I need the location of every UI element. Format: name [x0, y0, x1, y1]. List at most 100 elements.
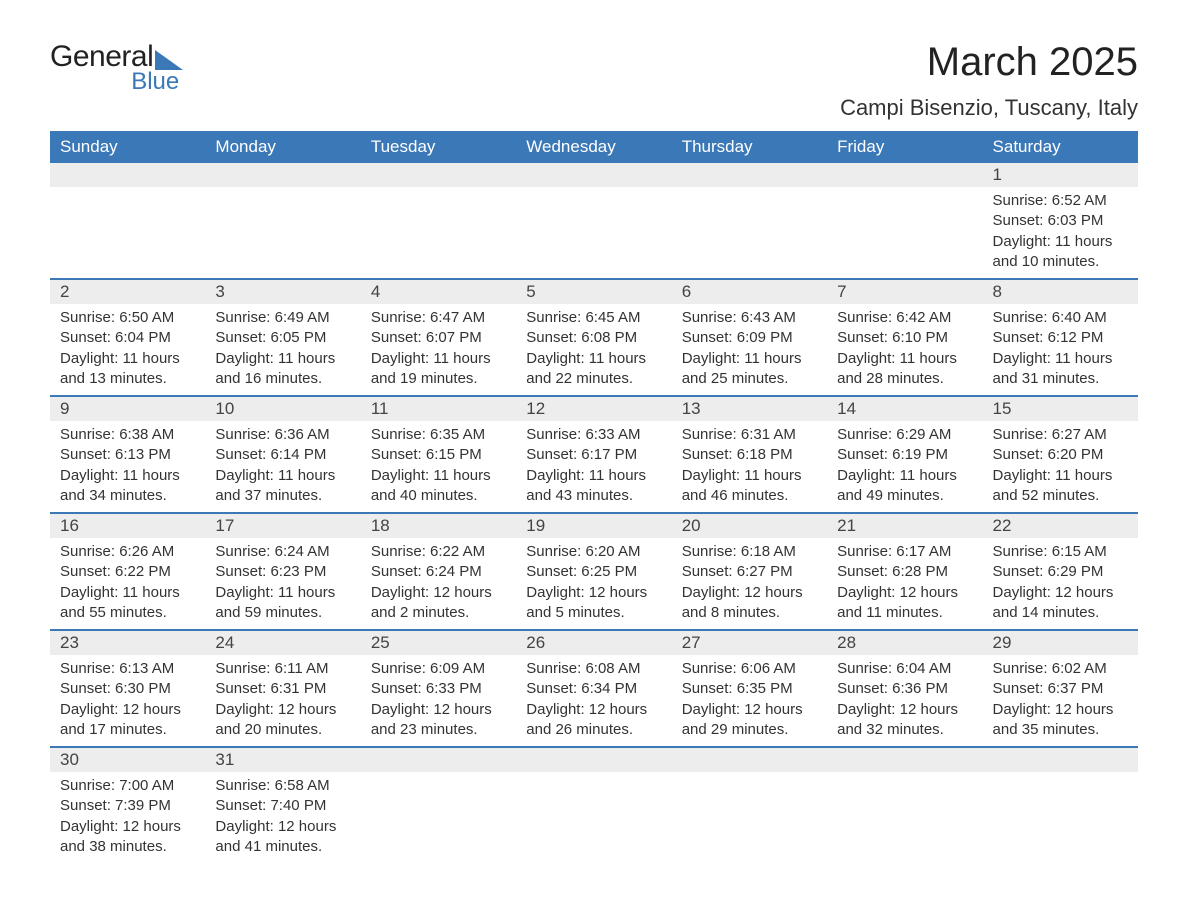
day-ss: Sunset: 6:19 PM	[837, 445, 972, 465]
day-sr: Sunrise: 6:06 AM	[682, 659, 817, 679]
day-sr: Sunrise: 6:33 AM	[526, 425, 661, 445]
day-d2: and 41 minutes.	[215, 837, 350, 857]
day-d1: Daylight: 11 hours	[837, 466, 972, 486]
day-number-cell: 27	[672, 630, 827, 655]
dayname-header: Monday	[205, 131, 360, 163]
day-d2: and 43 minutes.	[526, 486, 661, 506]
day-ss: Sunset: 6:04 PM	[60, 328, 195, 348]
day-number-cell: 17	[205, 513, 360, 538]
day-number-cell: 13	[672, 396, 827, 421]
day-detail-cell	[672, 187, 827, 279]
day-d1: Daylight: 11 hours	[215, 466, 350, 486]
day-number-cell: 29	[983, 630, 1138, 655]
day-d2: and 23 minutes.	[371, 720, 506, 740]
day-d1: Daylight: 11 hours	[60, 466, 195, 486]
day-detail-cell: Sunrise: 6:24 AMSunset: 6:23 PMDaylight:…	[205, 538, 360, 630]
day-detail-cell	[827, 772, 982, 863]
day-ss: Sunset: 6:22 PM	[60, 562, 195, 582]
day-sr: Sunrise: 7:00 AM	[60, 776, 195, 796]
day-detail-cell: Sunrise: 6:11 AMSunset: 6:31 PMDaylight:…	[205, 655, 360, 747]
dayname-header: Saturday	[983, 131, 1138, 163]
day-number-cell: 24	[205, 630, 360, 655]
day-detail-cell: Sunrise: 6:40 AMSunset: 6:12 PMDaylight:…	[983, 304, 1138, 396]
day-d2: and 25 minutes.	[682, 369, 817, 389]
day-number-cell	[361, 747, 516, 772]
day-d2: and 46 minutes.	[682, 486, 817, 506]
day-sr: Sunrise: 6:58 AM	[215, 776, 350, 796]
day-number-cell: 15	[983, 396, 1138, 421]
day-detail-cell: Sunrise: 6:47 AMSunset: 6:07 PMDaylight:…	[361, 304, 516, 396]
day-d1: Daylight: 12 hours	[526, 700, 661, 720]
day-number-cell	[983, 747, 1138, 772]
day-detail-cell	[50, 187, 205, 279]
day-ss: Sunset: 6:35 PM	[682, 679, 817, 699]
day-sr: Sunrise: 6:40 AM	[993, 308, 1128, 328]
day-detail-cell	[516, 772, 671, 863]
day-ss: Sunset: 6:10 PM	[837, 328, 972, 348]
day-d1: Daylight: 11 hours	[215, 583, 350, 603]
day-number-cell	[827, 163, 982, 187]
day-d2: and 59 minutes.	[215, 603, 350, 623]
day-d1: Daylight: 12 hours	[526, 583, 661, 603]
logo-triangle-icon	[155, 50, 183, 70]
day-number-cell: 16	[50, 513, 205, 538]
day-detail-cell: Sunrise: 6:31 AMSunset: 6:18 PMDaylight:…	[672, 421, 827, 513]
day-number-cell: 4	[361, 279, 516, 304]
day-detail-cell: Sunrise: 6:17 AMSunset: 6:28 PMDaylight:…	[827, 538, 982, 630]
day-d1: Daylight: 12 hours	[215, 700, 350, 720]
day-d1: Daylight: 12 hours	[682, 583, 817, 603]
day-number-cell: 2	[50, 279, 205, 304]
dayname-header: Thursday	[672, 131, 827, 163]
day-ss: Sunset: 7:39 PM	[60, 796, 195, 816]
day-d1: Daylight: 11 hours	[371, 349, 506, 369]
calendar-table: SundayMondayTuesdayWednesdayThursdayFrid…	[50, 131, 1138, 863]
day-sr: Sunrise: 6:52 AM	[993, 191, 1128, 211]
day-number-cell	[516, 747, 671, 772]
dayname-header: Sunday	[50, 131, 205, 163]
day-d1: Daylight: 11 hours	[993, 466, 1128, 486]
week-detail-row: Sunrise: 6:50 AMSunset: 6:04 PMDaylight:…	[50, 304, 1138, 396]
day-detail-cell	[827, 187, 982, 279]
day-sr: Sunrise: 6:02 AM	[993, 659, 1128, 679]
logo: General Blue	[50, 40, 183, 96]
day-number-cell: 11	[361, 396, 516, 421]
day-detail-cell: Sunrise: 6:27 AMSunset: 6:20 PMDaylight:…	[983, 421, 1138, 513]
day-d2: and 49 minutes.	[837, 486, 972, 506]
week-daynum-row: 9101112131415	[50, 396, 1138, 421]
day-detail-cell: Sunrise: 6:43 AMSunset: 6:09 PMDaylight:…	[672, 304, 827, 396]
week-daynum-row: 3031	[50, 747, 1138, 772]
day-d1: Daylight: 11 hours	[993, 349, 1128, 369]
day-d2: and 35 minutes.	[993, 720, 1128, 740]
day-d2: and 34 minutes.	[60, 486, 195, 506]
day-ss: Sunset: 6:12 PM	[993, 328, 1128, 348]
day-ss: Sunset: 6:03 PM	[993, 211, 1128, 231]
day-number-cell: 26	[516, 630, 671, 655]
day-detail-cell: Sunrise: 6:58 AMSunset: 7:40 PMDaylight:…	[205, 772, 360, 863]
page-header: General Blue March 2025 Campi Bisenzio, …	[50, 40, 1138, 121]
day-number-cell: 25	[361, 630, 516, 655]
day-number-cell: 22	[983, 513, 1138, 538]
day-number-cell: 18	[361, 513, 516, 538]
day-d1: Daylight: 12 hours	[371, 583, 506, 603]
day-detail-cell: Sunrise: 6:15 AMSunset: 6:29 PMDaylight:…	[983, 538, 1138, 630]
day-number-cell	[827, 747, 982, 772]
day-sr: Sunrise: 6:18 AM	[682, 542, 817, 562]
day-number-cell: 21	[827, 513, 982, 538]
week-daynum-row: 1	[50, 163, 1138, 187]
day-d1: Daylight: 11 hours	[526, 349, 661, 369]
day-number-cell: 7	[827, 279, 982, 304]
calendar-header-row: SundayMondayTuesdayWednesdayThursdayFrid…	[50, 131, 1138, 163]
day-number-cell	[205, 163, 360, 187]
day-number-cell: 31	[205, 747, 360, 772]
day-d2: and 22 minutes.	[526, 369, 661, 389]
day-d2: and 31 minutes.	[993, 369, 1128, 389]
day-number-cell: 19	[516, 513, 671, 538]
day-detail-cell	[361, 772, 516, 863]
day-d2: and 5 minutes.	[526, 603, 661, 623]
day-detail-cell: Sunrise: 6:52 AMSunset: 6:03 PMDaylight:…	[983, 187, 1138, 279]
day-ss: Sunset: 6:29 PM	[993, 562, 1128, 582]
logo-blue-text: Blue	[50, 68, 183, 96]
day-sr: Sunrise: 6:20 AM	[526, 542, 661, 562]
day-detail-cell: Sunrise: 6:33 AMSunset: 6:17 PMDaylight:…	[516, 421, 671, 513]
day-number-cell	[672, 163, 827, 187]
